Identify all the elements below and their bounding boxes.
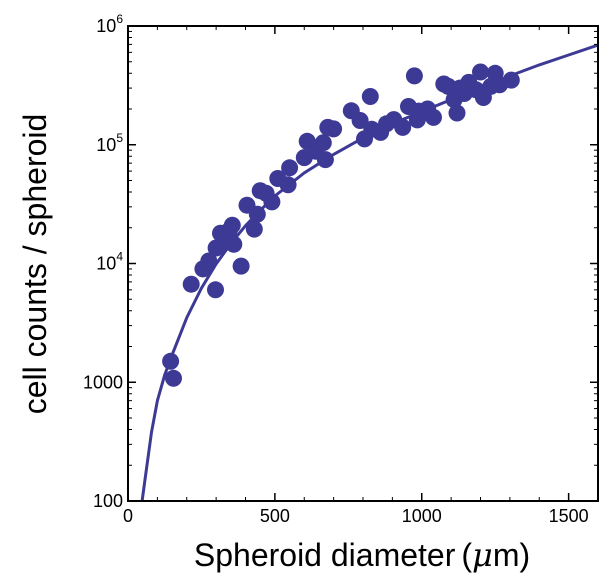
x-tick-label: 0: [123, 506, 133, 526]
y-tick-label: 100: [93, 491, 123, 511]
y-axis: 100 1000 104 105 106: [83, 12, 598, 511]
plot-area: [140, 43, 599, 502]
y-tick-label: 1000: [83, 372, 123, 392]
x-axis-title-unit-suffix: m: [493, 537, 520, 573]
data-point: [207, 281, 224, 299]
x-axis-title-text: Spheroid diameter: [194, 537, 456, 573]
y-tick-label: 105: [96, 131, 123, 155]
data-point: [405, 67, 423, 85]
x-axis-title-unit-prefix: μ: [472, 536, 493, 574]
y-axis-title: cell counts / spheroid: [17, 114, 53, 415]
y-tick-label: 106: [96, 12, 123, 36]
data-point: [165, 369, 182, 387]
x-tick-label: 1500: [549, 506, 589, 526]
x-axis-title-paren-close: ): [519, 537, 530, 573]
data-point: [263, 193, 281, 211]
x-axis: 0 500 1000 1500: [123, 26, 589, 526]
data-point: [225, 235, 243, 253]
data-point: [223, 216, 241, 234]
data-point: [232, 257, 250, 275]
x-axis-title: Spheroid diameter (μm): [194, 536, 530, 574]
data-point: [361, 88, 379, 105]
data-point: [394, 118, 412, 136]
y-tick-label: 104: [96, 250, 123, 274]
data-point: [200, 252, 218, 270]
x-tick-label: 1000: [402, 506, 442, 526]
data-point: [448, 104, 466, 122]
data-point: [182, 275, 200, 293]
data-point: [425, 108, 442, 126]
data-point: [314, 134, 332, 152]
x-axis-title-paren-open: (: [461, 537, 472, 573]
data-point: [281, 159, 299, 177]
fit-curve: [140, 43, 599, 502]
x-tick-label: 500: [260, 506, 290, 526]
data-point: [472, 63, 489, 81]
data-point: [325, 120, 343, 138]
data-point: [245, 220, 263, 238]
data-point: [351, 112, 369, 129]
